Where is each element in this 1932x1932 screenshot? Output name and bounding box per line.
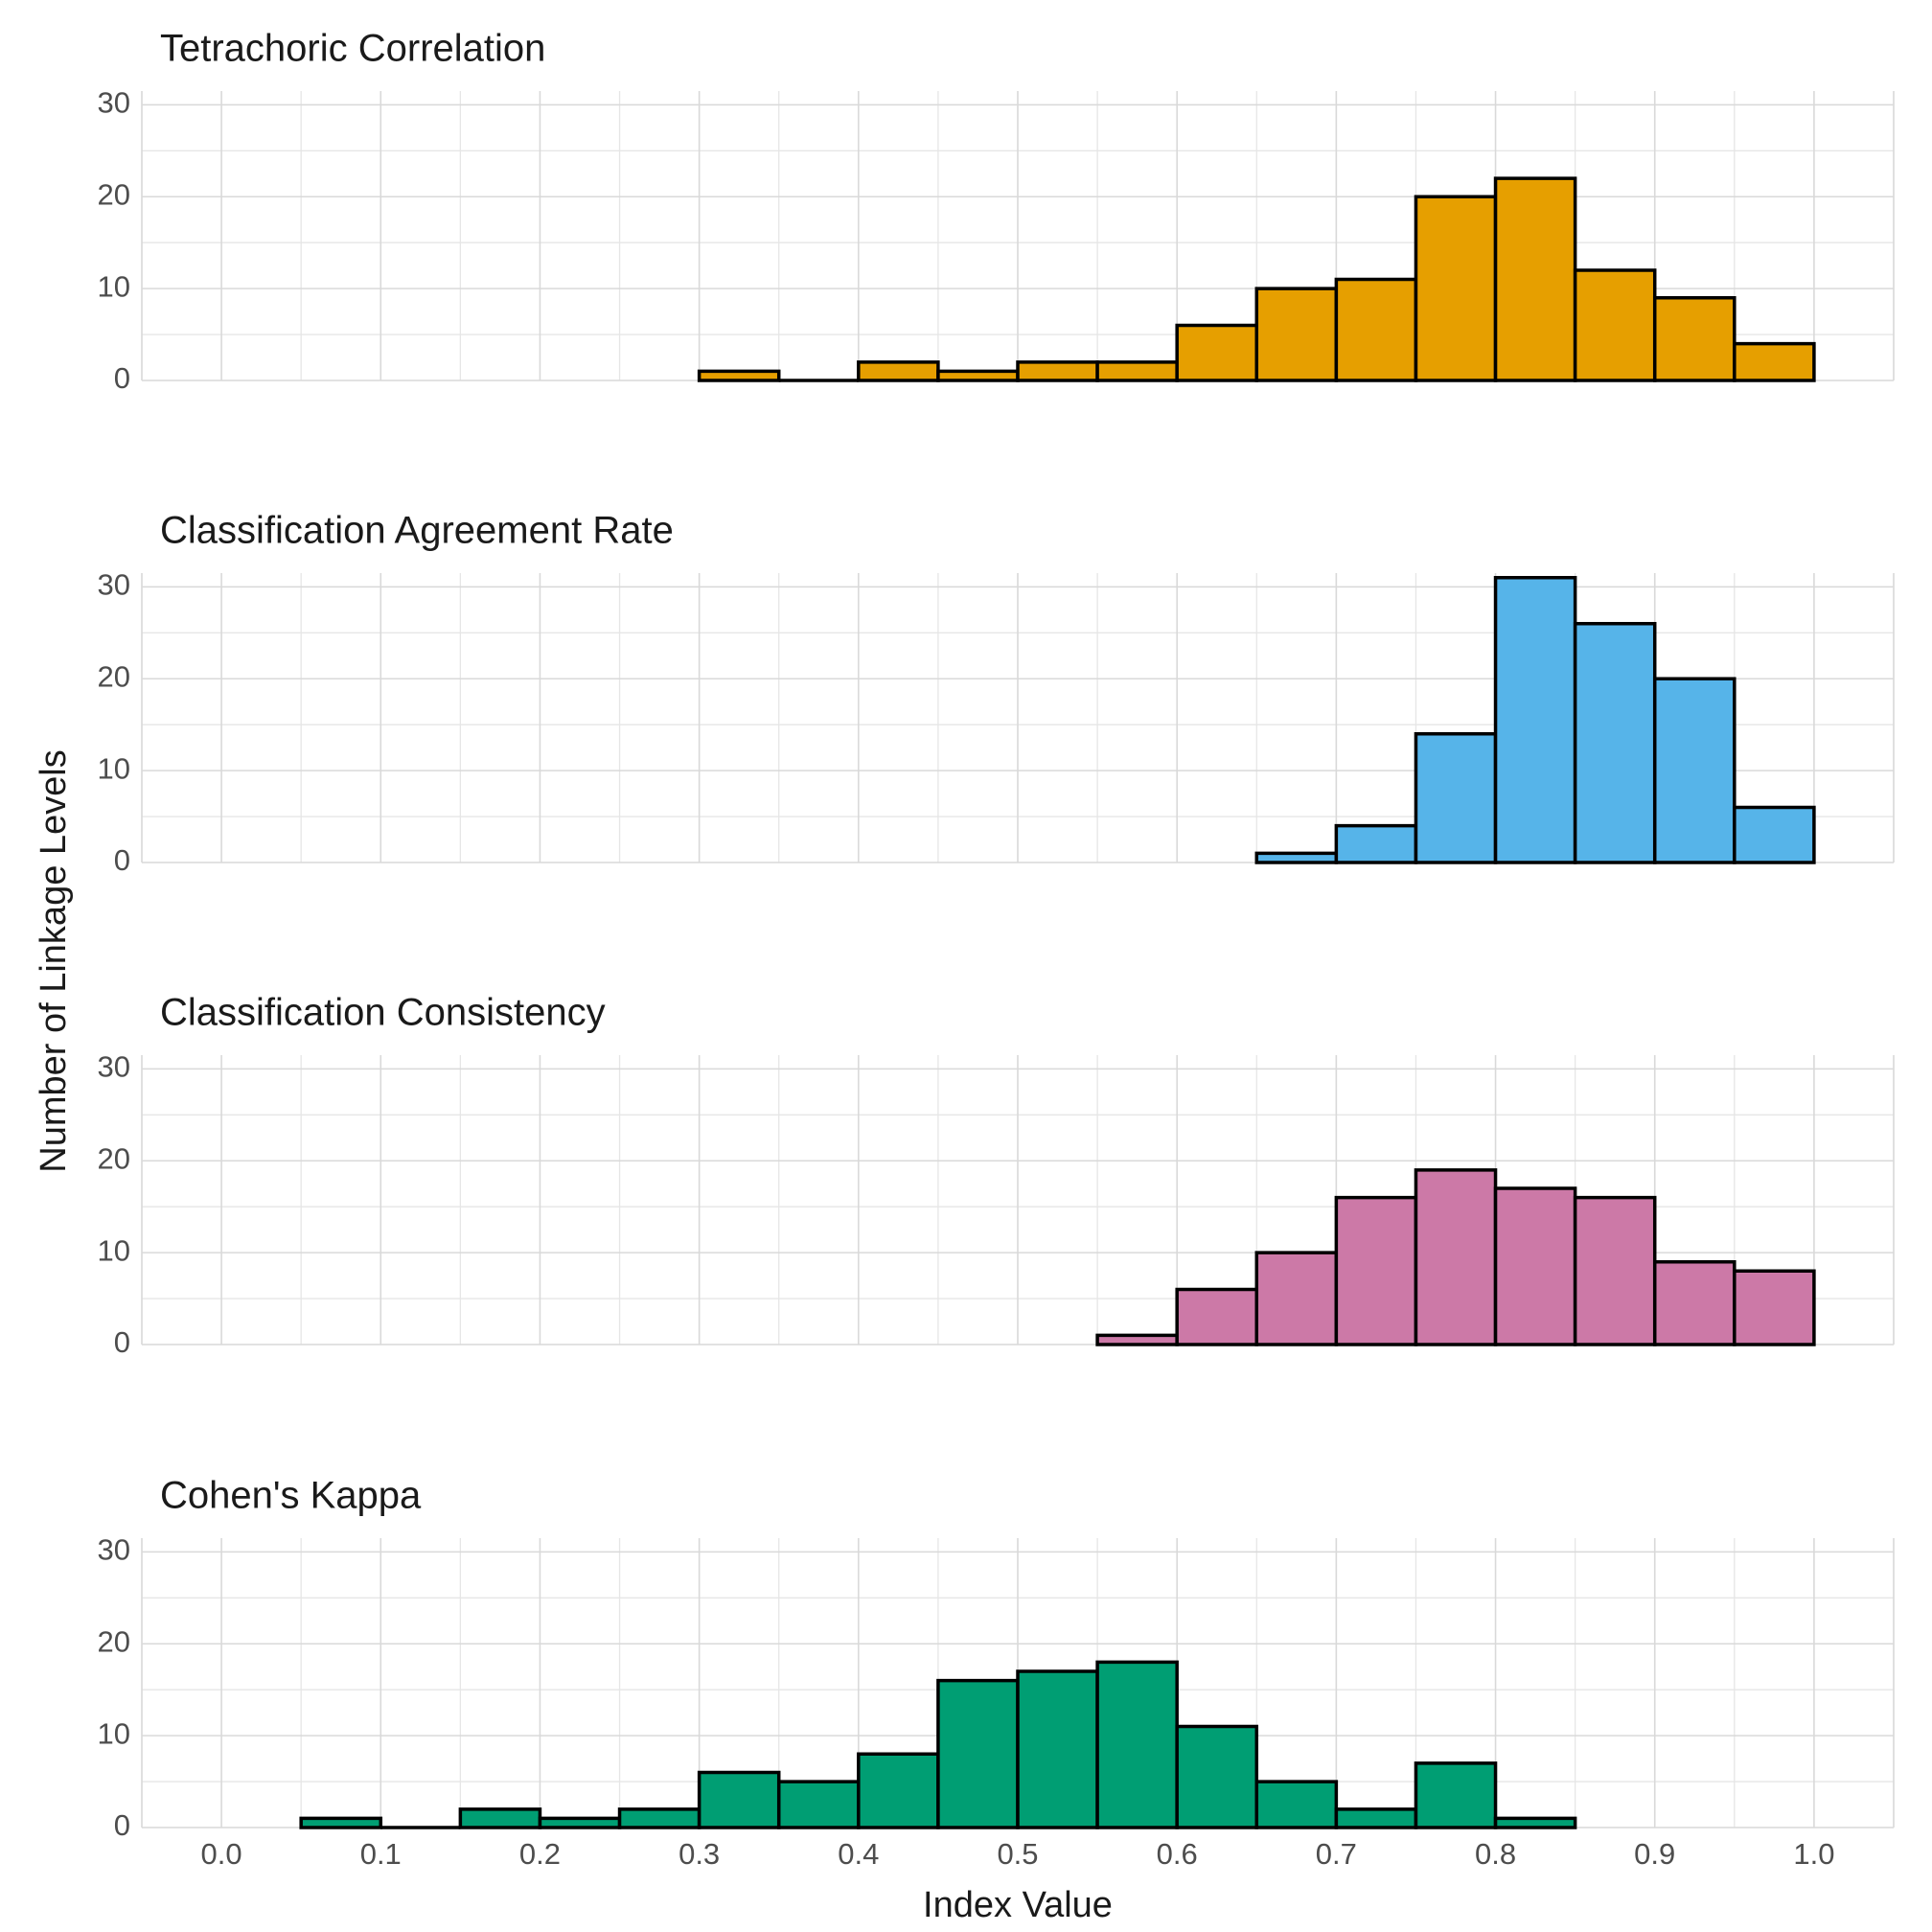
bar bbox=[1254, 1780, 1339, 1829]
bar bbox=[1493, 576, 1577, 864]
bar bbox=[538, 1816, 622, 1829]
x-axis-title: Index Value bbox=[923, 1885, 1113, 1925]
x-tick-label: 0.8 bbox=[1475, 1837, 1516, 1871]
y-tick-label: 20 bbox=[98, 1141, 130, 1175]
bar bbox=[1175, 1287, 1259, 1346]
x-tick-label: 0.3 bbox=[678, 1837, 720, 1871]
y-tick-label: 30 bbox=[98, 86, 130, 120]
bar bbox=[1493, 176, 1577, 382]
panel: Tetrachoric Correlation 0 10 20 30 bbox=[98, 28, 1895, 395]
bar bbox=[1573, 268, 1657, 382]
bar bbox=[697, 1770, 781, 1829]
bar bbox=[1095, 360, 1179, 382]
bar bbox=[1573, 1195, 1657, 1346]
bar bbox=[857, 1752, 940, 1829]
x-tick-label: 0.2 bbox=[519, 1837, 561, 1871]
bar bbox=[1493, 1816, 1577, 1829]
bar bbox=[617, 1807, 702, 1829]
bar bbox=[936, 369, 1020, 382]
y-tick-label: 30 bbox=[98, 1050, 130, 1084]
y-tick-label: 20 bbox=[98, 177, 130, 211]
bar bbox=[299, 1816, 383, 1829]
y-tick-label: 30 bbox=[98, 1533, 130, 1567]
bar bbox=[1175, 323, 1259, 382]
y-axis-title: Number of Linkage Levels bbox=[34, 749, 74, 1172]
bar bbox=[936, 1678, 1020, 1829]
y-tick-label: 10 bbox=[98, 751, 130, 785]
bar bbox=[1016, 1669, 1099, 1829]
bar bbox=[776, 1780, 861, 1829]
panel: Cohen's Kappa 0.0 0.1 0.2 0.3 0.4 0.5 0.6 0.7 0.8… bbox=[98, 1475, 1895, 1871]
y-tick-label: 0 bbox=[114, 1808, 130, 1842]
panel: Classification Consistency 0 10 20 30 bbox=[98, 992, 1895, 1359]
bar bbox=[1414, 1168, 1498, 1346]
panel-title: Tetrachoric Correlation bbox=[160, 28, 545, 70]
bar bbox=[1652, 677, 1736, 864]
bar bbox=[1414, 732, 1498, 864]
bar bbox=[1095, 1660, 1179, 1829]
panel-title: Cohen's Kappa bbox=[160, 1475, 422, 1517]
bar bbox=[1573, 621, 1657, 864]
bar bbox=[1652, 1259, 1736, 1346]
panel-title: Classification Agreement Rate bbox=[160, 510, 674, 552]
bar bbox=[1254, 851, 1339, 864]
y-tick-label: 30 bbox=[98, 568, 130, 602]
y-tick-label: 0 bbox=[114, 361, 130, 395]
bar bbox=[1254, 287, 1339, 382]
bar bbox=[1733, 1269, 1816, 1346]
bar bbox=[1414, 1761, 1498, 1829]
bar bbox=[1334, 823, 1418, 864]
bar bbox=[1254, 1251, 1339, 1346]
x-tick-label: 0.7 bbox=[1316, 1837, 1357, 1871]
x-tick-label: 0.0 bbox=[201, 1837, 242, 1871]
bar bbox=[1493, 1186, 1577, 1346]
x-tick-label: 1.0 bbox=[1793, 1837, 1834, 1871]
y-tick-label: 0 bbox=[114, 843, 130, 877]
x-tick-label: 0.4 bbox=[838, 1837, 879, 1871]
y-tick-label: 10 bbox=[98, 1716, 130, 1750]
bar bbox=[857, 360, 940, 382]
bar bbox=[1095, 1333, 1179, 1346]
bar bbox=[1733, 805, 1816, 864]
y-tick-label: 20 bbox=[98, 659, 130, 693]
y-tick-label: 10 bbox=[98, 269, 130, 303]
x-tick-label: 0.6 bbox=[1157, 1837, 1198, 1871]
y-tick-label: 10 bbox=[98, 1233, 130, 1267]
bar bbox=[1175, 1724, 1259, 1829]
bar bbox=[1334, 1195, 1418, 1346]
x-tick-label: 0.9 bbox=[1634, 1837, 1675, 1871]
bar bbox=[1733, 341, 1816, 382]
bar bbox=[1016, 360, 1099, 382]
y-tick-label: 20 bbox=[98, 1624, 130, 1658]
panel-title: Classification Consistency bbox=[160, 992, 606, 1034]
panel: Classification Agreement Rate 0 10 20 30 bbox=[98, 510, 1895, 877]
bar bbox=[1652, 295, 1736, 382]
bar bbox=[697, 369, 781, 382]
bar bbox=[1334, 277, 1418, 382]
x-tick-label: 0.1 bbox=[360, 1837, 402, 1871]
bar bbox=[1414, 195, 1498, 382]
x-tick-label: 0.5 bbox=[997, 1837, 1038, 1871]
bar bbox=[458, 1807, 542, 1829]
bar bbox=[1334, 1807, 1418, 1829]
y-tick-label: 0 bbox=[114, 1325, 130, 1359]
